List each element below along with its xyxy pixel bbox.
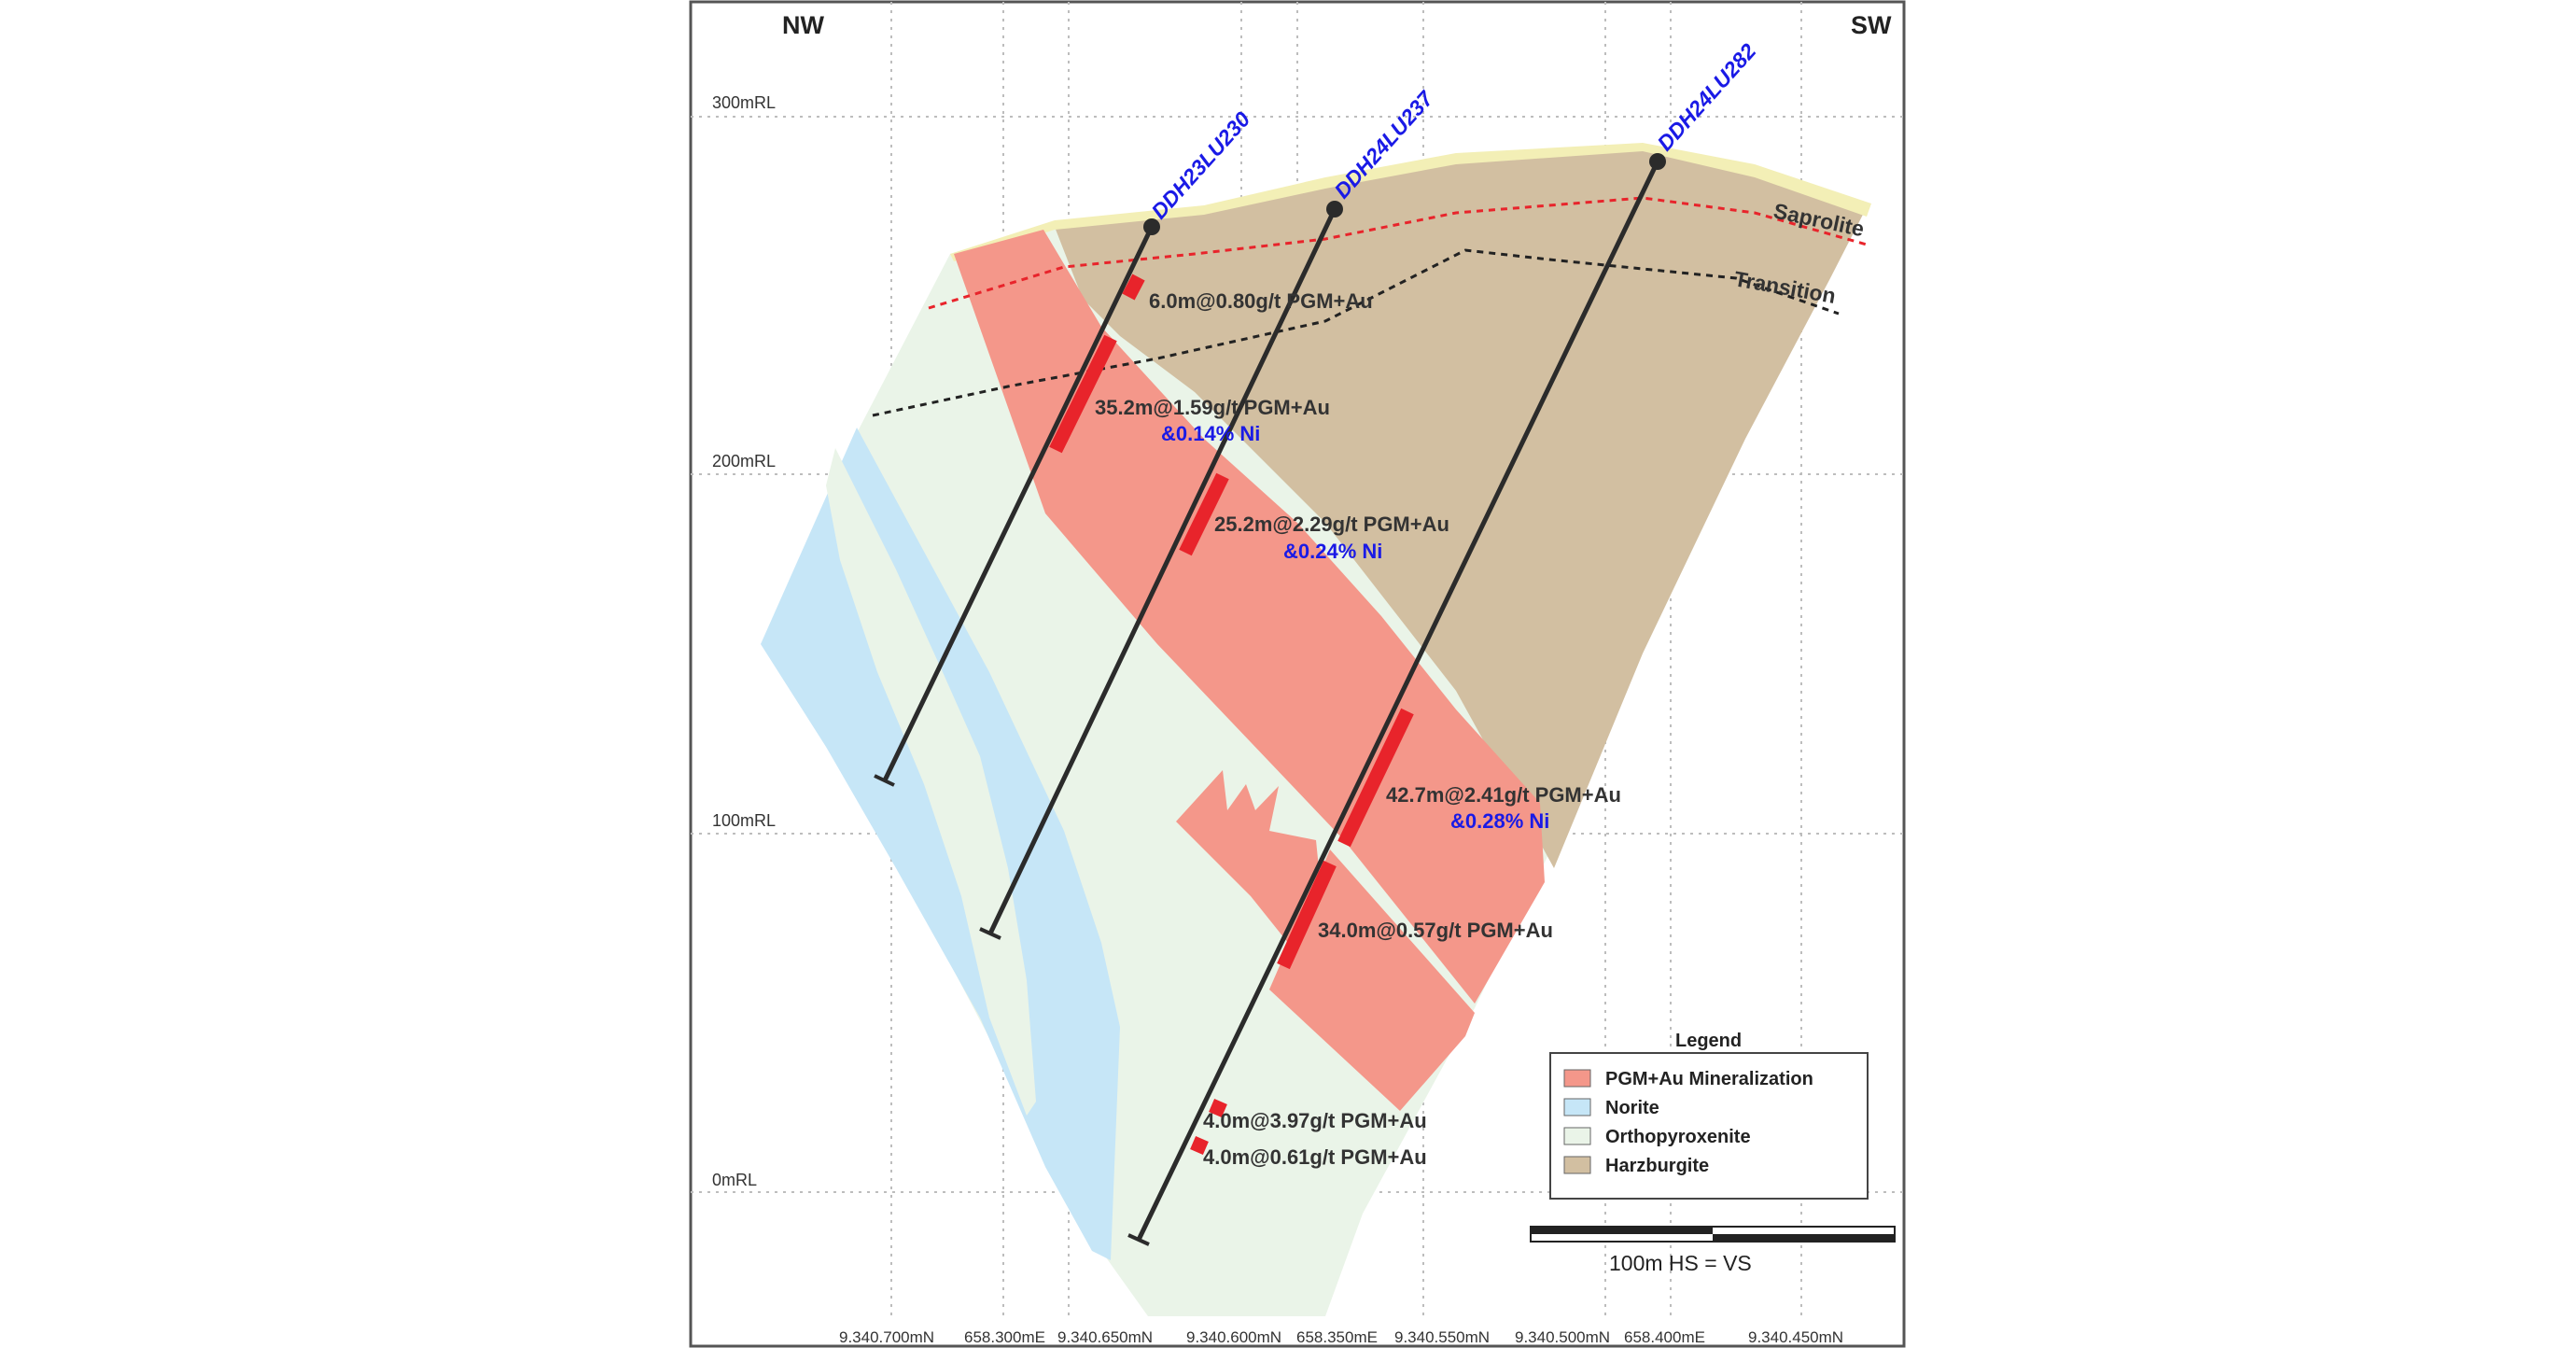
intercept-label: 4.0m@0.61g/t PGM+Au: [1203, 1145, 1427, 1169]
intercept-bar: [1277, 860, 1337, 970]
intercept-bar: [1049, 334, 1117, 454]
legend-swatch-norite: [1563, 1098, 1591, 1116]
legend-label: Harzburgite: [1605, 1156, 1709, 1176]
intercept-label: 35.2m@1.59g/t PGM+Au: [1095, 396, 1330, 419]
drillhole-trace: [987, 207, 1337, 935]
intercept-bars: [1049, 274, 1414, 1155]
drillhole-end-marker: [1127, 1233, 1150, 1246]
intercept-bar: [1337, 708, 1414, 848]
legend-title: Legend: [1675, 1031, 1742, 1051]
legend-swatch-mineralization: [1563, 1069, 1591, 1088]
coordinate-label: 658.300mE: [964, 1328, 1045, 1346]
harzburgite-unit: [1053, 149, 1867, 868]
legend-swatch-harzburgite: [1563, 1156, 1591, 1174]
saprolite-base-line: [928, 196, 1868, 310]
elevation-label: 0mRL: [712, 1171, 757, 1189]
intercept-label: 42.7m@2.41g/t PGM+Au: [1386, 783, 1621, 807]
intercept-bar: [1122, 274, 1145, 301]
drillhole-trace: [1136, 160, 1660, 1242]
coordinate-label: 9.340.500mN: [1515, 1328, 1610, 1346]
saprolite-cap: [950, 143, 1871, 261]
legend-box: [1549, 1052, 1869, 1200]
scale-bar-segment: [1713, 1234, 1895, 1242]
drillhole-collar: [1326, 201, 1343, 218]
coordinate-labels: 9.340.700mN 658.300mE 9.340.650mN 9.340.…: [839, 1328, 1843, 1346]
elevation-label: 100mRL: [712, 811, 776, 830]
legend-label: Orthopyroxenite: [1605, 1127, 1751, 1147]
drillhole-end-marker: [979, 927, 1001, 940]
orientation-sw: SW: [1851, 11, 1892, 39]
intercept-label: 6.0m@0.80g/t PGM+Au: [1149, 289, 1373, 313]
scale-bar-label: 100m HS = VS: [1609, 1251, 1752, 1275]
drillhole-collar: [1649, 153, 1666, 170]
scale-bar: 100m HS = VS: [1530, 1226, 1896, 1275]
mineralization-main: [954, 230, 1545, 1004]
geology-units: [761, 143, 1871, 1316]
scale-bar-segment: [1531, 1227, 1713, 1234]
elevation-label: 200mRL: [712, 452, 776, 470]
intercept-label: 4.0m@3.97g/t PGM+Au: [1203, 1109, 1427, 1132]
drillhole-trace: [882, 225, 1155, 782]
mineralization-splay: [1176, 770, 1325, 943]
intercept-ni-label: &0.28% Ni: [1450, 809, 1549, 833]
intercept-label: 25.2m@2.29g/t PGM+Au: [1214, 513, 1449, 536]
drillhole-end-marker: [874, 774, 895, 787]
coordinate-label: 9.340.600mN: [1186, 1328, 1281, 1346]
legend-label: Norite: [1605, 1098, 1659, 1118]
intercept-ni-label: &0.24% Ni: [1283, 540, 1382, 563]
coordinate-label: 658.400mE: [1624, 1328, 1705, 1346]
legend: Legend PGM+Au Mineralization Norite Orth…: [1549, 1031, 1869, 1200]
orientation-nw: NW: [782, 11, 824, 39]
elevation-label: 300mRL: [712, 93, 776, 112]
intercept-labels: 6.0m@0.80g/t PGM+Au 35.2m@1.59g/t PGM+Au…: [1095, 289, 1621, 1169]
transition-base-line: [872, 248, 1840, 417]
intercept-bar: [1209, 1099, 1227, 1117]
coordinate-label: 9.340.650mN: [1057, 1328, 1153, 1346]
coordinate-label: 9.340.700mN: [839, 1328, 934, 1346]
coordinate-label: 9.340.450mN: [1748, 1328, 1843, 1346]
coordinate-label: 9.340.550mN: [1394, 1328, 1490, 1346]
intercept-label: 34.0m@0.57g/t PGM+Au: [1318, 919, 1553, 942]
coordinate-label: 658.350mE: [1296, 1328, 1378, 1346]
legend-label: PGM+Au Mineralization: [1605, 1069, 1813, 1089]
intercept-ni-label: &0.14% Ni: [1161, 422, 1260, 445]
orthopyroxenite-strip: [826, 448, 1036, 1116]
drillhole-collar: [1143, 218, 1160, 235]
legend-swatch-orthopyroxenite: [1563, 1127, 1591, 1145]
intercept-bar: [1190, 1136, 1209, 1155]
intercept-bar: [1179, 472, 1229, 556]
